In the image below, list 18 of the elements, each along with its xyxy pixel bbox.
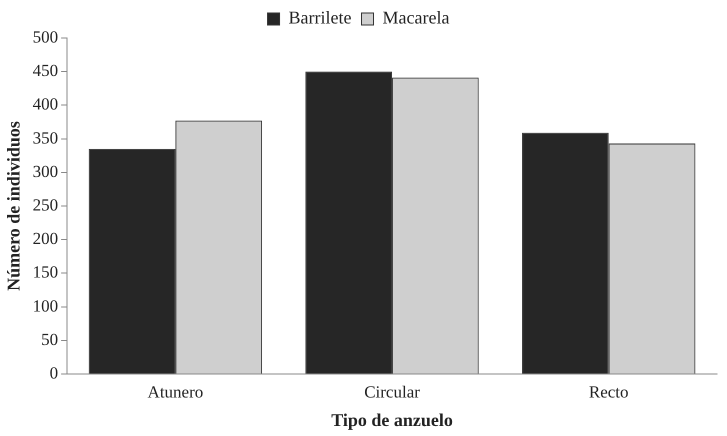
x-tick-label: Recto <box>588 382 629 402</box>
legend-label: Barrilete <box>288 8 352 28</box>
y-tick-label: 300 <box>32 162 58 181</box>
y-tick-label: 400 <box>32 94 58 114</box>
y-tick-label: 50 <box>41 330 58 349</box>
y-axis-title: Número de individuos <box>3 121 24 291</box>
y-tick-label: 100 <box>32 296 58 316</box>
x-tick-label: Circular <box>364 382 420 402</box>
y-tick-label: 150 <box>32 262 58 282</box>
x-tick-label: Atunero <box>148 382 204 402</box>
y-tick-label: 350 <box>32 128 58 148</box>
y-tick-label: 500 <box>32 27 58 46</box>
y-tick-label: 0 <box>50 363 58 382</box>
y-tick-label: 450 <box>32 61 58 80</box>
y-tick-label: 200 <box>32 229 58 248</box>
x-axis-title: Tipo de anzuelo <box>331 410 453 430</box>
legend-label: Macarela <box>382 8 450 28</box>
y-tick-label: 250 <box>32 195 58 214</box>
